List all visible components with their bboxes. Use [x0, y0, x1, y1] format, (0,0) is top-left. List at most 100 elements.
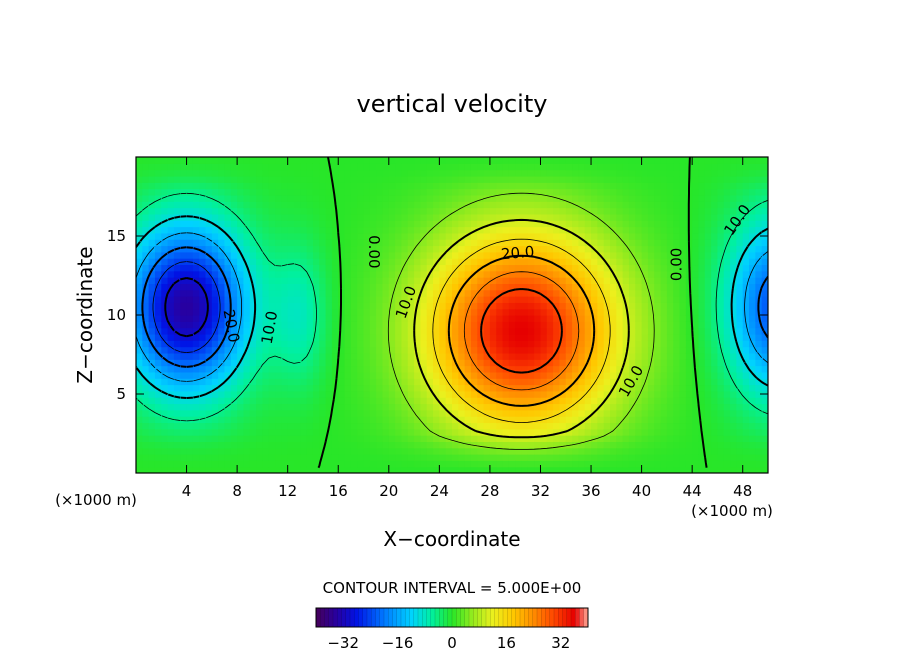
heat-cell	[287, 390, 295, 398]
heat-cell	[660, 270, 668, 278]
heat-cell	[641, 201, 649, 209]
heat-cell	[439, 454, 447, 461]
heat-cell	[616, 327, 624, 335]
heat-cell	[211, 220, 219, 228]
heat-cell	[483, 194, 491, 202]
heat-cell	[180, 289, 188, 297]
heat-cell	[717, 365, 725, 373]
heat-cell	[730, 163, 737, 171]
heat-cell	[749, 277, 756, 284]
heat-cell	[578, 308, 586, 316]
heat-cell	[622, 365, 630, 373]
heat-cell	[287, 207, 295, 215]
heat-cell	[369, 346, 377, 354]
heat-cell	[173, 441, 181, 449]
heat-cell	[275, 321, 282, 329]
heat-cell	[433, 220, 440, 228]
heat-cell	[616, 428, 624, 436]
heat-cell	[287, 169, 295, 177]
heat-cell	[660, 428, 668, 436]
heat-cell	[673, 245, 681, 253]
heat-cell	[654, 409, 662, 417]
heat-cell	[641, 371, 649, 379]
heat-cell	[180, 390, 188, 398]
heat-cell	[338, 447, 346, 455]
heat-cell	[458, 397, 466, 405]
heat-cell	[401, 175, 409, 183]
heat-cell	[312, 232, 320, 240]
heat-cell	[559, 175, 567, 183]
heat-cell	[344, 258, 352, 266]
heat-cell	[287, 289, 295, 297]
heat-cell	[281, 390, 289, 398]
heat-cell	[679, 245, 687, 253]
heat-cell	[578, 270, 586, 278]
heat-cell	[723, 213, 731, 221]
heat-cell	[679, 327, 687, 335]
heat-cell	[515, 302, 523, 310]
heat-cell	[717, 296, 725, 303]
heat-cell	[186, 245, 194, 253]
heat-cell	[186, 365, 194, 373]
heat-cell	[148, 270, 156, 278]
heat-cell	[572, 460, 579, 468]
heat-cell	[597, 201, 605, 209]
heat-cell	[527, 454, 535, 461]
heat-cell	[578, 213, 586, 221]
heat-cell	[325, 258, 333, 266]
heat-cell	[211, 346, 219, 354]
heat-cell	[325, 251, 333, 259]
heat-cell	[673, 201, 681, 209]
heat-cell	[243, 321, 251, 329]
heat-cell	[312, 340, 320, 348]
heat-cell	[205, 378, 213, 386]
heat-cell	[136, 157, 143, 164]
heat-cell	[376, 175, 384, 183]
heat-cell	[534, 428, 542, 436]
heat-cell	[584, 384, 592, 392]
heat-cell	[717, 163, 725, 171]
heat-cell	[142, 163, 150, 171]
heat-cell	[192, 194, 200, 202]
heat-cell	[275, 327, 282, 335]
heat-cell	[325, 460, 333, 468]
heat-cell	[331, 460, 339, 468]
heat-cell	[597, 327, 605, 335]
heat-cell	[173, 321, 181, 329]
heat-cell	[173, 264, 181, 272]
heat-cell	[483, 447, 491, 455]
heat-cell	[673, 296, 681, 303]
heat-cell	[698, 390, 706, 398]
heat-cell	[540, 270, 548, 278]
heat-cell	[666, 359, 674, 367]
heat-cell	[363, 327, 371, 335]
heat-cell	[433, 169, 440, 177]
heat-cell	[666, 201, 674, 209]
heat-cell	[540, 447, 548, 455]
heat-cell	[433, 409, 440, 417]
heat-cell	[477, 441, 485, 449]
heat-cell	[154, 251, 162, 259]
heat-cell	[679, 201, 687, 209]
heat-cell	[306, 447, 314, 455]
heat-cell	[275, 346, 282, 354]
heat-cell	[622, 333, 630, 341]
heat-cell	[275, 302, 282, 310]
heat-cell	[628, 302, 636, 310]
heat-cell	[508, 333, 516, 341]
heat-cell	[243, 327, 251, 335]
heat-cell	[211, 283, 219, 291]
heat-cell	[673, 315, 681, 322]
heat-cell	[578, 175, 586, 183]
heat-cell	[281, 277, 289, 284]
heat-cell	[584, 239, 592, 247]
heat-cell	[452, 340, 459, 348]
heat-cell	[597, 289, 605, 297]
heat-cell	[489, 308, 497, 316]
heat-cell	[761, 447, 768, 455]
heat-cell	[325, 296, 333, 303]
heat-cell	[477, 258, 485, 266]
heat-cell	[749, 251, 756, 259]
heat-cell	[458, 454, 466, 461]
heat-cell	[711, 321, 719, 329]
